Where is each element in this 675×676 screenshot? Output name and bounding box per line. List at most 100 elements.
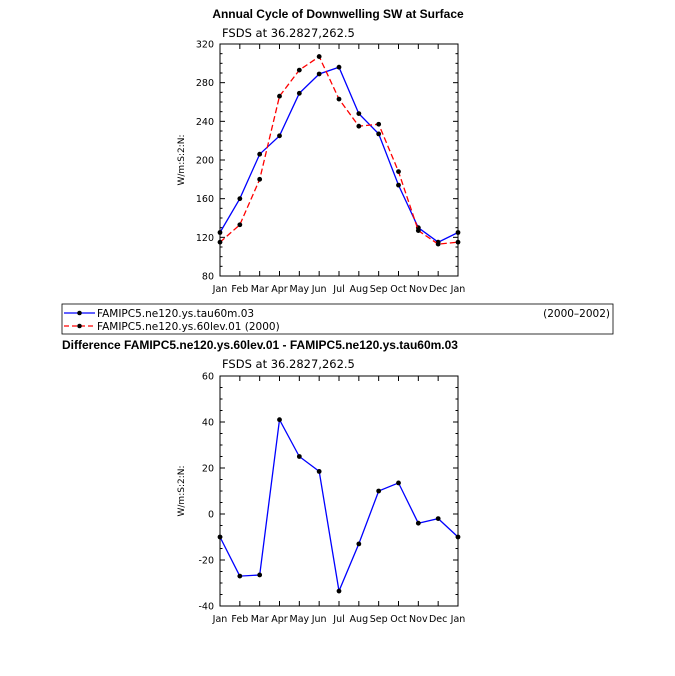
x-tick-label: Jul xyxy=(332,284,344,295)
y-tick-label: 120 xyxy=(196,233,214,244)
series-group xyxy=(217,54,461,247)
plot-frame xyxy=(219,43,459,277)
data-point xyxy=(356,111,362,116)
x-tick-label: Oct xyxy=(390,284,407,295)
data-point xyxy=(277,133,282,139)
x-tick-label: Jan xyxy=(450,284,466,295)
chart-title: Annual Cycle of Downwelling SW at Surfac… xyxy=(212,7,464,21)
y-tick-label: 80 xyxy=(202,272,214,283)
y-tick-label: 160 xyxy=(196,194,214,205)
y-tick-label: -40 xyxy=(198,602,214,613)
y-tick-label: 200 xyxy=(196,156,214,167)
data-point xyxy=(455,230,461,235)
data-point xyxy=(316,54,322,59)
data-point xyxy=(277,93,282,99)
data-point xyxy=(435,516,441,521)
y-tick-label: 280 xyxy=(196,78,214,89)
data-point xyxy=(257,176,263,182)
legend-period-label: (2000–2002) xyxy=(543,308,610,320)
legend-marker-series1 xyxy=(77,310,82,316)
data-point xyxy=(296,454,302,459)
x-tick-labels: Jan Feb Mar Apr May Jun Jul Aug Sep Oct Nov Dec Jan xyxy=(212,284,466,295)
y-tick-label: 240 xyxy=(196,117,214,128)
x-tick-label: Jul xyxy=(332,614,344,625)
data-point xyxy=(415,228,421,233)
series-line-1 xyxy=(219,417,459,594)
x-tick-label: Mar xyxy=(251,284,269,295)
data-point xyxy=(316,71,322,77)
chart-subtitle: FSDS at 36.2827,262.5 xyxy=(222,26,355,40)
series-group xyxy=(217,417,461,594)
data-point xyxy=(356,541,362,547)
legend-box xyxy=(61,303,614,335)
x-tick-label: Feb xyxy=(231,614,248,625)
x-tick-label: Jan xyxy=(212,614,228,625)
panel-difference: Difference FAMIPC5.ne120.ys.60lev.01 - F… xyxy=(62,338,465,625)
data-point xyxy=(237,222,243,228)
data-point xyxy=(217,534,223,540)
data-point xyxy=(336,588,342,594)
series-line-1 xyxy=(219,66,459,243)
data-point xyxy=(336,64,342,70)
y-tick-label: 60 xyxy=(202,372,214,383)
data-point xyxy=(396,182,401,188)
panel-annual-cycle: Annual Cycle of Downwelling SW at Surfac… xyxy=(177,7,465,295)
data-point xyxy=(455,239,461,245)
data-point xyxy=(396,169,401,175)
x-tick-label: May xyxy=(290,614,310,625)
data-point xyxy=(396,480,401,486)
data-point xyxy=(217,239,223,245)
x-tick-label: Feb xyxy=(231,284,248,295)
y-tick-label: 20 xyxy=(202,464,214,475)
y-tick-label: 40 xyxy=(202,418,214,429)
x-tick-label: Mar xyxy=(251,614,269,625)
plot-frame xyxy=(219,375,459,607)
data-point xyxy=(296,67,302,73)
legend-label-series2: FAMIPC5.ne120.ys.60lev.01 (2000) xyxy=(97,321,280,333)
x-tick-label: Sep xyxy=(370,284,388,295)
y-tick-label: 0 xyxy=(208,510,214,521)
data-point xyxy=(277,417,282,423)
x-tick-label: May xyxy=(290,284,310,295)
x-tick-labels: Jan Feb Mar Apr May Jun Jul Aug Sep Oct Nov Dec Jan xyxy=(212,614,466,625)
legend-marker-series2 xyxy=(77,323,82,329)
tick-marks xyxy=(219,375,459,607)
x-tick-label: Jun xyxy=(311,284,327,295)
series-line-2 xyxy=(219,55,459,245)
y-axis-label: W/m:S:2:N: xyxy=(177,135,187,186)
data-point xyxy=(356,123,362,129)
x-tick-label: Apr xyxy=(271,284,288,295)
data-point xyxy=(316,469,322,474)
x-tick-label: Apr xyxy=(271,614,288,625)
data-point xyxy=(257,151,263,157)
x-tick-label: Dec xyxy=(429,614,447,625)
x-tick-label: Jan xyxy=(212,284,228,295)
data-point xyxy=(415,520,421,526)
data-point xyxy=(257,572,263,578)
legend-label-series1: FAMIPC5.ne120.ys.tau60m.03 xyxy=(97,308,254,320)
data-point xyxy=(217,230,223,235)
y-tick-label: 320 xyxy=(196,40,214,51)
x-tick-label: Nov xyxy=(409,284,428,295)
x-tick-label: Oct xyxy=(390,614,407,625)
tick-marks xyxy=(219,43,459,277)
legend: FAMIPC5.ne120.ys.tau60m.03 (2000–2002) F… xyxy=(61,303,614,335)
y-tick-label: -20 xyxy=(198,556,214,567)
x-tick-label: Aug xyxy=(350,284,369,295)
x-tick-label: Nov xyxy=(409,614,428,625)
data-point xyxy=(237,573,243,579)
chart-title: Difference FAMIPC5.ne120.ys.60lev.01 - F… xyxy=(62,338,458,352)
y-tick-labels: 80 120 160 200 240 280 320 xyxy=(196,40,214,283)
data-point xyxy=(376,488,382,494)
data-point xyxy=(435,241,441,247)
data-point xyxy=(296,90,302,96)
x-tick-label: Jan xyxy=(450,614,466,625)
x-tick-label: Aug xyxy=(350,614,369,625)
data-point xyxy=(237,196,243,202)
data-point xyxy=(455,534,461,540)
x-tick-label: Sep xyxy=(370,614,388,625)
x-tick-label: Dec xyxy=(429,284,447,295)
x-tick-label: Jun xyxy=(311,614,327,625)
data-point xyxy=(336,96,342,102)
